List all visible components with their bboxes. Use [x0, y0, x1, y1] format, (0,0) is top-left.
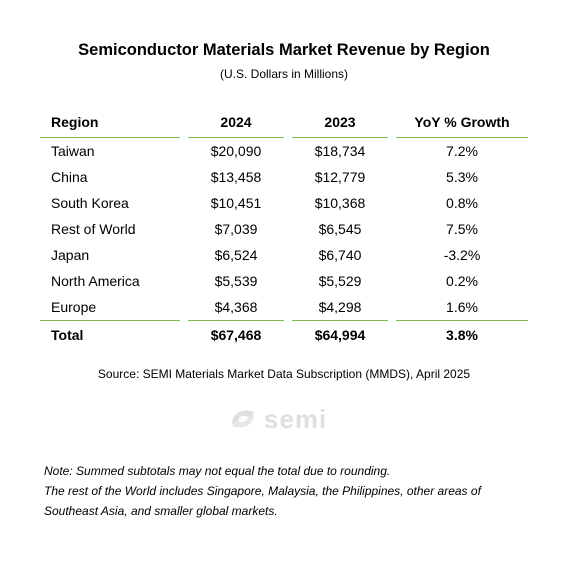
column-gap [180, 164, 188, 190]
cell-region: China [51, 169, 88, 185]
source-note: Source: SEMI Materials Market Data Subsc… [97, 367, 471, 381]
cell-yoy-growth: -3.2% [443, 247, 481, 263]
cell-region: Rest of World [51, 221, 136, 237]
column-gap [388, 268, 396, 294]
column-gap [388, 164, 396, 190]
footnote-rounding: Note: Summed subtotals may not equal the… [44, 464, 391, 478]
cell-2024: $7,039 [214, 221, 258, 237]
cell-yoy-growth: 1.6% [396, 294, 528, 321]
table-row: Europe $4,368 $4,298 1.6% [40, 294, 528, 321]
page-title: Semiconductor Materials Market Revenue b… [78, 41, 490, 59]
column-gap [388, 138, 396, 165]
cell-2024: $67,468 [210, 327, 262, 343]
table-body: Taiwan $20,090 $18,734 7.2% China $13,458 $12,… [40, 138, 528, 350]
cell-region: Europe [40, 294, 180, 321]
cell-2023: $18,734 [314, 143, 366, 159]
semi-logo-text: semi [264, 404, 328, 434]
cell-2023: $64,994 [314, 327, 366, 343]
cell-region: South Korea [51, 195, 129, 211]
table-row: Japan $6,524 $6,740 -3.2% [40, 242, 528, 268]
cell-yoy-growth: 0.2% [446, 273, 478, 289]
cell-yoy-growth: 3.8% [446, 327, 478, 343]
cell-2023: $6,545 [318, 221, 362, 237]
header-2024: 2024 [188, 107, 284, 138]
semi-logo-icon [232, 410, 254, 428]
column-gap [180, 294, 188, 321]
column-gap [180, 268, 188, 294]
header-2023: 2023 [292, 107, 388, 138]
column-gap [180, 216, 188, 242]
cell-2023: $4,298 [292, 294, 388, 321]
cell-2023: $5,529 [318, 273, 362, 289]
table-row: South Korea $10,451 $10,368 0.8% [40, 190, 528, 216]
cell-2024: $6,524 [214, 247, 258, 263]
column-gap [388, 294, 396, 321]
table-total-row: Total $67,468 $64,994 3.8% [40, 321, 528, 350]
column-gap [180, 242, 188, 268]
column-gap [388, 190, 396, 216]
table-row: Taiwan $20,090 $18,734 7.2% [40, 138, 528, 165]
cell-2024: $4,368 [188, 294, 284, 321]
column-gap [388, 321, 396, 350]
cell-2024: $20,090 [210, 143, 262, 159]
cell-region: North America [51, 273, 140, 289]
column-gap [284, 164, 292, 190]
cell-yoy-growth: 5.3% [446, 169, 478, 185]
column-gap [284, 138, 292, 165]
cell-yoy-growth: 0.8% [446, 195, 478, 211]
column-gap [180, 321, 188, 350]
column-gap [284, 294, 292, 321]
table-header-row: Region 2024 2023 YoY % Growth [40, 107, 528, 138]
footnote-rest-of-world: The rest of the World includes Singapore… [44, 484, 481, 518]
column-gap [284, 242, 292, 268]
cell-2023: $12,779 [314, 169, 366, 185]
semi-logo: semi [226, 402, 346, 438]
column-gap [180, 190, 188, 216]
table-row: North America $5,539 $5,529 0.2% [40, 268, 528, 294]
cell-2024: $5,539 [214, 273, 258, 289]
cell-region: Total [51, 327, 84, 343]
footnotes: Note: Summed subtotals may not equal the… [44, 461, 524, 521]
table-row: China $13,458 $12,779 5.3% [40, 164, 528, 190]
revenue-table: Region 2024 2023 YoY % Growth Taiwan $20,… [40, 107, 528, 349]
column-gap [180, 138, 188, 165]
cell-yoy-growth: 7.2% [446, 143, 478, 159]
table-row: Rest of World $7,039 $6,545 7.5% [40, 216, 528, 242]
column-gap [388, 242, 396, 268]
cell-2023: $10,368 [314, 195, 366, 211]
cell-2023: $6,740 [318, 247, 362, 263]
column-gap [284, 190, 292, 216]
cell-yoy-growth: 7.5% [446, 221, 478, 237]
page-subtitle: (U.S. Dollars in Millions) [219, 67, 349, 81]
header-region: Region [40, 107, 180, 138]
cell-region: Taiwan [51, 143, 95, 159]
cell-2024: $10,451 [210, 195, 262, 211]
column-gap [388, 216, 396, 242]
column-gap [284, 268, 292, 294]
column-gap [284, 216, 292, 242]
cell-2024: $13,458 [210, 169, 262, 185]
header-yoy-growth: YoY % Growth [396, 107, 528, 138]
cell-region: Japan [51, 247, 90, 263]
column-gap [284, 321, 292, 350]
